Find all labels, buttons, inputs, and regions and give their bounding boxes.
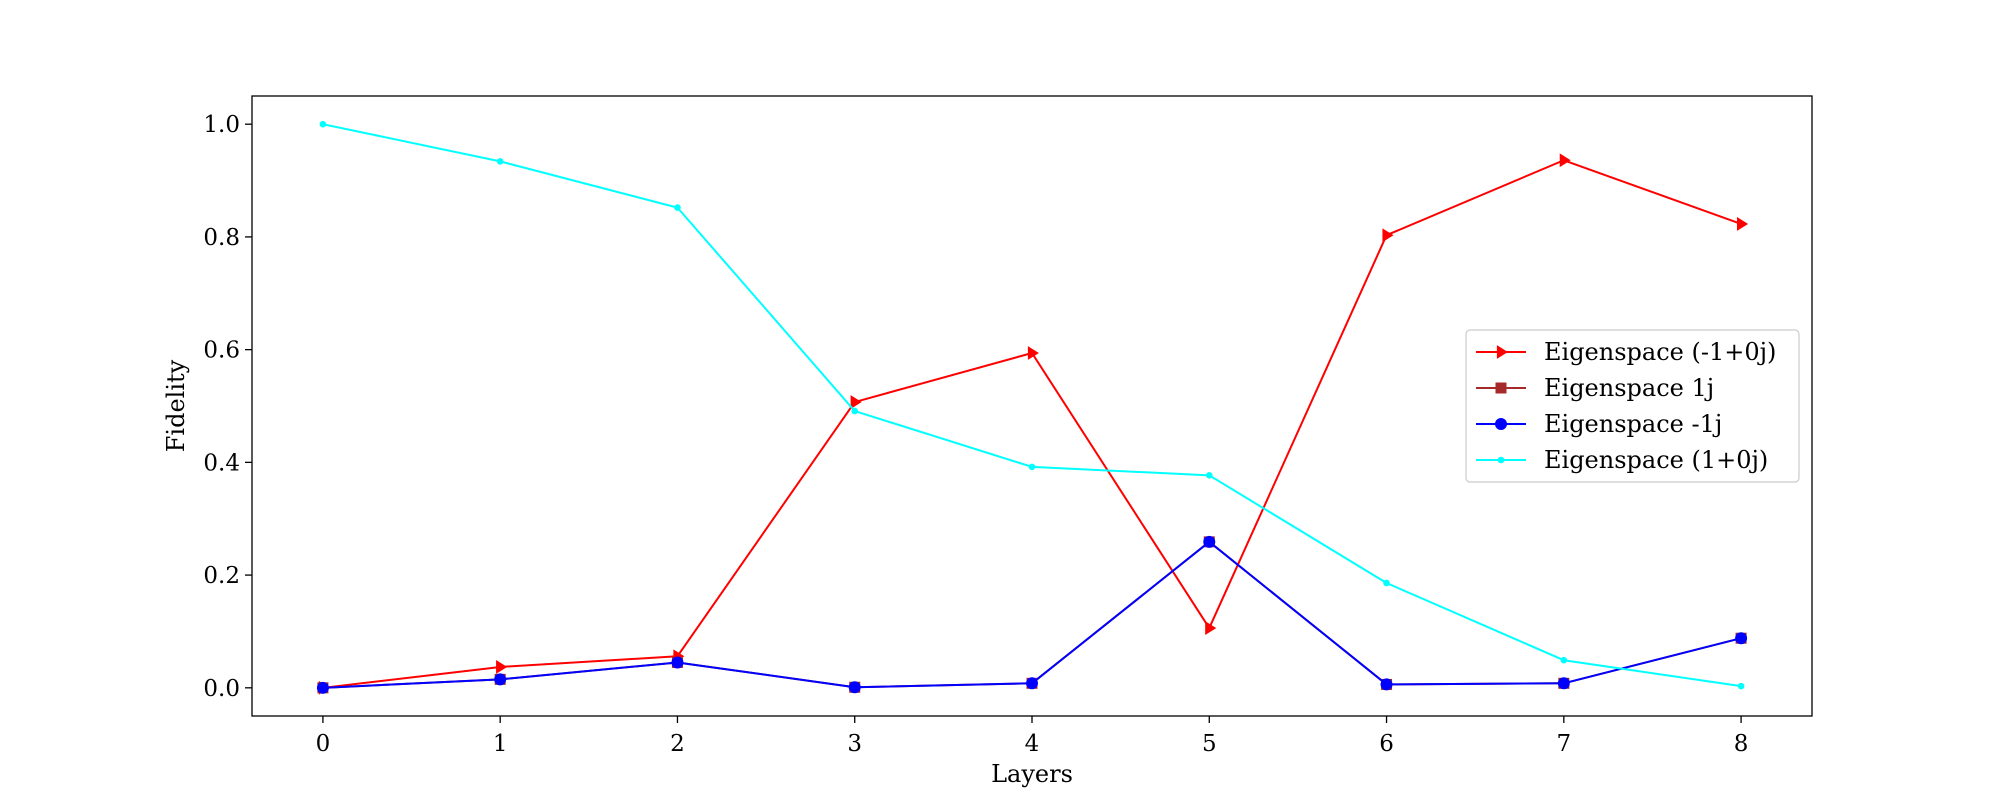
legend-item: Eigenspace (1+0j) bbox=[1476, 446, 1768, 474]
y-tick-label: 0.4 bbox=[203, 450, 240, 476]
data-point-eigenspace-1-0j bbox=[1737, 682, 1745, 690]
x-tick-label: 5 bbox=[1202, 731, 1217, 757]
x-tick-label: 1 bbox=[493, 731, 508, 757]
data-point-eigenspace-1-0j bbox=[1028, 463, 1036, 471]
y-tick-label: 0.8 bbox=[203, 225, 240, 251]
legend-box bbox=[1465, 329, 1800, 483]
data-point-eigenspace-1-0j bbox=[1382, 228, 1394, 243]
data-point-eigenspace-1-0j bbox=[851, 407, 859, 415]
data-point-eigenspace-1j bbox=[848, 681, 861, 694]
x-tick-label: 8 bbox=[1734, 731, 1749, 757]
data-point-eigenspace-1-0j bbox=[1205, 621, 1217, 635]
y-tick-label: 0.6 bbox=[203, 338, 240, 364]
data-point-eigenspace-1-0j bbox=[1560, 656, 1568, 664]
data-point-eigenspace-1j bbox=[671, 656, 684, 669]
data-point-eigenspace-1-0j bbox=[674, 204, 681, 211]
legend-label: Eigenspace -1j bbox=[1544, 410, 1722, 438]
data-point-eigenspace-1-0j bbox=[1027, 346, 1039, 360]
data-point-eigenspace-1-0j bbox=[1736, 217, 1749, 231]
data-point-eigenspace-1j bbox=[1203, 535, 1216, 548]
data-point-eigenspace-1-0j bbox=[1559, 153, 1571, 168]
legend-item: Eigenspace -1j bbox=[1476, 410, 1722, 438]
x-tick-label: 7 bbox=[1556, 731, 1571, 757]
data-point-eigenspace-1j bbox=[1735, 632, 1748, 645]
y-axis-label: Fidelity bbox=[162, 359, 190, 452]
data-point-eigenspace-1j bbox=[1557, 677, 1570, 690]
legend-marker bbox=[1495, 382, 1507, 394]
legend: Eigenspace (-1+0j) Eigenspace 1j Eigenspac… bbox=[1465, 329, 1800, 483]
legend-item: Eigenspace (-1+0j) bbox=[1476, 338, 1776, 366]
data-point-eigenspace-1-0j bbox=[496, 158, 504, 165]
data-point-eigenspace-1j bbox=[1026, 677, 1038, 690]
legend-item: Eigenspace 1j bbox=[1476, 374, 1714, 402]
legend-marker bbox=[1495, 418, 1507, 430]
legend-marker bbox=[1497, 456, 1505, 464]
x-tick-label: 6 bbox=[1379, 731, 1394, 757]
x-axis-label: Layers bbox=[991, 760, 1073, 788]
y-axis: 0.0 0.2 0.4 0.6 0.8 1.0 bbox=[203, 112, 252, 702]
data-point-eigenspace-1j bbox=[316, 681, 329, 694]
data-point-eigenspace-1-0j bbox=[1205, 472, 1213, 479]
data-point-eigenspace-1j bbox=[1380, 678, 1393, 691]
data-point-eigenspace-1j bbox=[494, 673, 507, 686]
y-tick-label: 0.2 bbox=[203, 563, 240, 589]
data-point-eigenspace-1-0j bbox=[319, 120, 327, 128]
x-tick-label: 0 bbox=[316, 731, 331, 757]
x-tick-label: 4 bbox=[1025, 731, 1040, 757]
data-point-eigenspace-1-0j bbox=[1383, 579, 1390, 587]
y-tick-label: 0.0 bbox=[203, 676, 240, 702]
legend-label: Eigenspace 1j bbox=[1544, 374, 1714, 402]
x-tick-label: 2 bbox=[670, 731, 685, 757]
y-tick-label: 1.0 bbox=[203, 112, 240, 138]
series-eigenspace-1j bbox=[316, 535, 1748, 694]
legend-label: Eigenspace (1+0j) bbox=[1544, 446, 1768, 474]
data-point-eigenspace-1-0j bbox=[850, 395, 862, 409]
x-axis: 0 1 2 3 4 5 6 7 8 bbox=[316, 716, 1749, 757]
series-layer bbox=[316, 120, 1749, 695]
x-tick-label: 3 bbox=[847, 731, 862, 757]
legend-marker bbox=[1496, 345, 1508, 359]
data-point-eigenspace-1-0j bbox=[496, 660, 508, 674]
legend-label: Eigenspace (-1+0j) bbox=[1544, 338, 1776, 366]
series-eigenspace-1-0j bbox=[319, 120, 1745, 690]
